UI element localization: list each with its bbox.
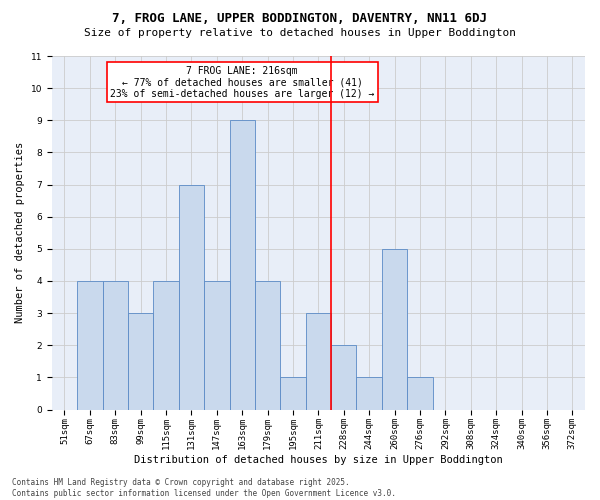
Text: 7, FROG LANE, UPPER BODDINGTON, DAVENTRY, NN11 6DJ: 7, FROG LANE, UPPER BODDINGTON, DAVENTRY… [113,12,487,26]
Bar [204,281,230,409]
Bar [255,281,280,409]
Bar [128,313,154,410]
Bar [331,346,356,410]
Bar [230,120,255,410]
Bar [77,281,103,409]
Bar [407,378,433,410]
Bar [103,281,128,409]
X-axis label: Distribution of detached houses by size in Upper Boddington: Distribution of detached houses by size … [134,455,503,465]
Text: Size of property relative to detached houses in Upper Boddington: Size of property relative to detached ho… [84,28,516,38]
Bar [154,281,179,409]
Text: 7 FROG LANE: 216sqm
← 77% of detached houses are smaller (41)
23% of semi-detach: 7 FROG LANE: 216sqm ← 77% of detached ho… [110,66,374,99]
Bar [382,249,407,410]
Bar [179,184,204,410]
Text: Contains HM Land Registry data © Crown copyright and database right 2025.
Contai: Contains HM Land Registry data © Crown c… [12,478,396,498]
Bar [305,313,331,410]
Bar [356,378,382,410]
Bar [280,378,305,410]
Y-axis label: Number of detached properties: Number of detached properties [15,142,25,324]
